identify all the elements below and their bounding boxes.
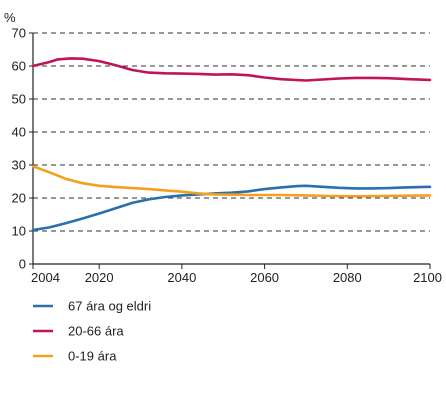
y-tick-label-50: 50 [12,92,26,107]
x-tick-label-2080: 2080 [333,270,362,285]
legend-label-2: 0-19 ára [68,349,117,364]
x-tick-label-2060: 2060 [250,270,279,285]
gridlines [33,32,430,232]
legend: 67 ára og eldri 20-66 ára 0-19 ára [33,299,151,364]
x-tick-label-2040: 2040 [167,270,196,285]
y-tick-label-60: 60 [12,59,26,74]
x-tick-label-2004: 2004 [31,270,60,285]
legend-label-1: 20-66 ára [68,324,124,339]
tick-labels: 0 10 20 30 40 50 60 70 2004 2020 2040 2060 2080 2100 [12,26,442,286]
series-lines [31,57,432,232]
y-tick-label-30: 30 [12,158,26,173]
y-tick-label-40: 40 [12,125,26,140]
x-tick-label-2100: 2100 [413,270,442,285]
x-tick-label-2020: 2020 [85,270,114,285]
y-tick-label-70: 70 [12,26,26,41]
legend-label-0: 67 ára og eldri [68,299,151,314]
series-line-0 [31,184,432,232]
y-tick-label-0: 0 [19,257,26,272]
y-tick-label-10: 10 [12,224,26,239]
axes [29,32,431,269]
series-line-1 [31,57,432,82]
y-tick-label-20: 20 [12,191,26,206]
y-axis-unit-label: % [4,10,16,25]
series-line-2 [31,165,432,198]
